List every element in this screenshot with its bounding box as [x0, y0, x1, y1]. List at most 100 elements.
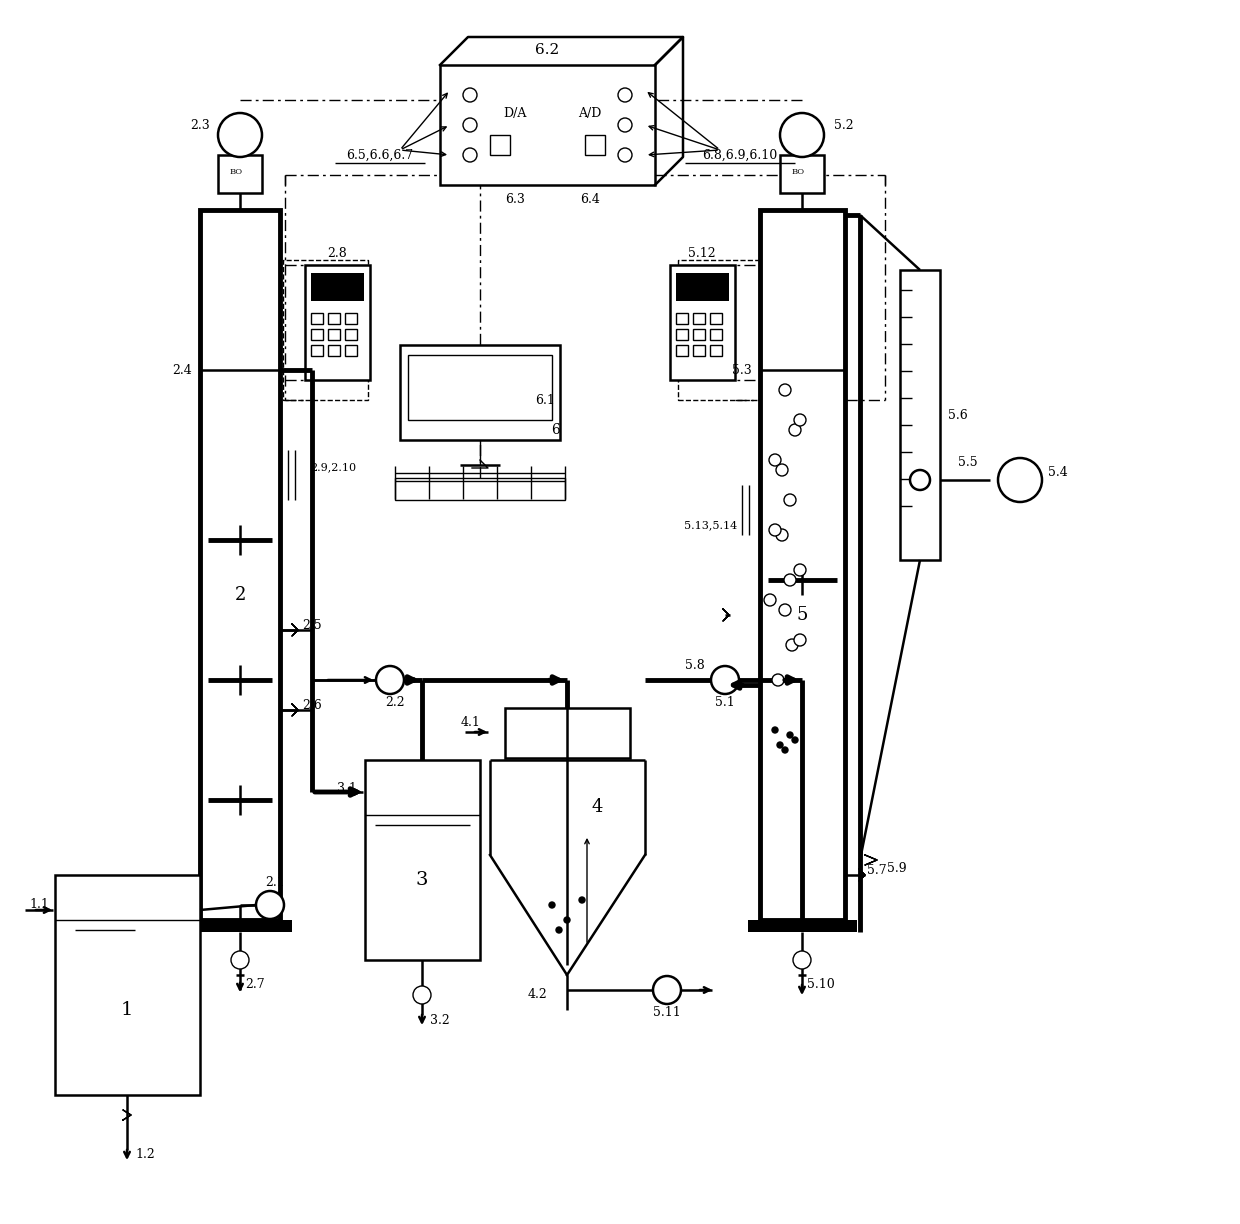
Circle shape: [769, 454, 781, 466]
Circle shape: [618, 88, 632, 102]
Bar: [311, 329, 322, 340]
Circle shape: [711, 666, 739, 694]
Text: 3.1: 3.1: [337, 781, 357, 794]
Text: 2.7: 2.7: [246, 978, 264, 991]
Bar: [693, 329, 706, 340]
Text: 5.12: 5.12: [688, 246, 715, 259]
Circle shape: [794, 564, 806, 577]
Text: BO: BO: [791, 168, 805, 176]
Bar: [676, 273, 729, 301]
Circle shape: [413, 987, 432, 1004]
Text: 4.1: 4.1: [460, 716, 480, 728]
Bar: [711, 345, 722, 356]
Bar: [711, 313, 722, 324]
Bar: [283, 259, 368, 400]
Circle shape: [549, 902, 556, 908]
Bar: [505, 707, 630, 758]
Circle shape: [780, 113, 825, 157]
Bar: [218, 155, 262, 193]
Circle shape: [556, 927, 562, 933]
Bar: [676, 345, 688, 356]
Bar: [329, 313, 340, 324]
Circle shape: [463, 148, 477, 162]
Text: 6.1: 6.1: [536, 393, 556, 406]
Bar: [329, 329, 340, 340]
Text: 4: 4: [591, 798, 603, 816]
Bar: [401, 345, 560, 439]
Bar: [188, 920, 291, 931]
Bar: [311, 313, 322, 324]
Bar: [345, 313, 357, 324]
Text: 6.3: 6.3: [505, 192, 525, 206]
Text: 2.1: 2.1: [265, 876, 285, 890]
Bar: [760, 211, 844, 920]
Circle shape: [792, 737, 799, 743]
Text: 5.2: 5.2: [835, 119, 853, 131]
Text: 5.13,5.14: 5.13,5.14: [683, 520, 737, 530]
Text: 6.8,6.9,6.10: 6.8,6.9,6.10: [702, 148, 777, 162]
Circle shape: [773, 674, 784, 685]
Bar: [711, 329, 722, 340]
Bar: [585, 135, 605, 155]
Circle shape: [618, 148, 632, 162]
Circle shape: [769, 524, 781, 536]
Circle shape: [231, 951, 249, 969]
Text: 5.4: 5.4: [1048, 465, 1068, 479]
Bar: [396, 479, 565, 499]
Circle shape: [218, 113, 262, 157]
Circle shape: [782, 747, 787, 753]
Circle shape: [764, 594, 776, 606]
Bar: [693, 313, 706, 324]
Circle shape: [376, 666, 404, 694]
Text: 5.9: 5.9: [887, 862, 906, 874]
Circle shape: [776, 464, 787, 476]
Text: 2.4: 2.4: [172, 364, 192, 377]
Circle shape: [910, 470, 930, 490]
Text: 1: 1: [120, 1001, 133, 1020]
Circle shape: [786, 639, 799, 651]
Bar: [676, 329, 688, 340]
Text: 6: 6: [552, 424, 560, 437]
Text: 5.11: 5.11: [653, 1005, 681, 1018]
Text: 2.8: 2.8: [327, 246, 347, 259]
Bar: [345, 345, 357, 356]
Circle shape: [787, 732, 794, 738]
Bar: [900, 271, 940, 561]
Text: 1.1: 1.1: [29, 898, 50, 912]
Bar: [55, 875, 200, 1095]
Text: 2.6: 2.6: [303, 699, 321, 711]
Text: BO: BO: [229, 168, 243, 176]
Text: 5.10: 5.10: [807, 978, 835, 991]
Text: 2: 2: [234, 586, 246, 603]
Circle shape: [255, 891, 284, 919]
Text: 5: 5: [796, 606, 807, 624]
Text: 1.2: 1.2: [135, 1148, 155, 1162]
Bar: [305, 266, 370, 379]
Bar: [440, 65, 655, 185]
Circle shape: [776, 529, 787, 541]
Bar: [311, 273, 365, 301]
Text: 2.5: 2.5: [303, 618, 321, 632]
Text: 5.3: 5.3: [733, 364, 751, 377]
Bar: [670, 266, 735, 379]
Circle shape: [779, 603, 791, 616]
Bar: [329, 345, 340, 356]
Bar: [311, 345, 322, 356]
Bar: [748, 920, 857, 931]
Bar: [676, 313, 688, 324]
Bar: [780, 155, 825, 193]
Circle shape: [564, 917, 570, 923]
Text: 6.5,6.6,6.7: 6.5,6.6,6.7: [346, 148, 414, 162]
Circle shape: [789, 424, 801, 436]
Bar: [408, 355, 552, 420]
Text: 2.3: 2.3: [190, 119, 210, 131]
Text: 5.1: 5.1: [715, 695, 735, 709]
Bar: [678, 259, 763, 400]
Text: 5.7: 5.7: [867, 863, 887, 876]
Text: 3: 3: [415, 871, 428, 889]
Circle shape: [784, 574, 796, 586]
Circle shape: [777, 742, 782, 748]
Bar: [365, 760, 480, 960]
Text: 6.2: 6.2: [534, 43, 559, 58]
Circle shape: [463, 88, 477, 102]
